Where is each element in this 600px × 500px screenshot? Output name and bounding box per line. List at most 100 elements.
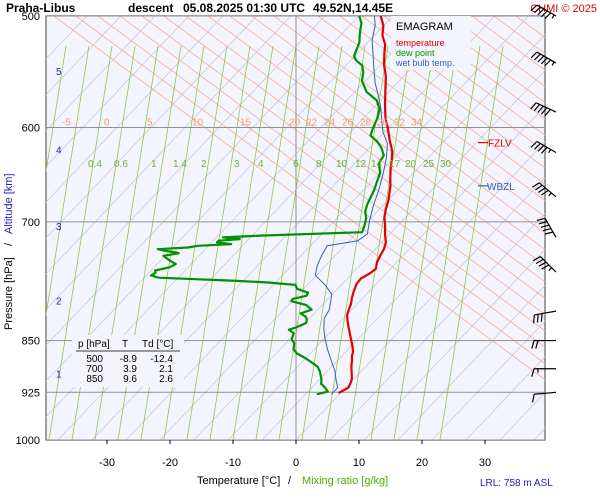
mixing-ratio-line — [232, 45, 297, 440]
table-cell: 9.6 — [123, 374, 137, 385]
wind-barb-half-feather — [551, 14, 555, 19]
wind-barb-feather — [541, 264, 550, 270]
dry-adiabat-line — [339, 16, 545, 169]
wind-barb-feather — [535, 184, 543, 191]
mixing-ratio-label: 1 — [151, 159, 157, 170]
moist-adiabat-line — [295, 177, 545, 440]
moist-adiabat-line — [46, 16, 326, 311]
mixing-ratio-label: 4 — [258, 159, 264, 170]
dry-adiabat-label: 5 — [147, 118, 153, 129]
x-tick-label: -20 — [162, 457, 178, 469]
wind-barb-feather — [540, 313, 543, 322]
moist-adiabat-line — [329, 213, 545, 440]
moist-adiabat-line — [465, 356, 545, 440]
pressure-tick-label: 1000 — [16, 435, 40, 447]
altitude-tick-label: 3 — [56, 222, 62, 233]
temperature-line — [337, 16, 394, 394]
altitude-tick-label: 2 — [56, 296, 62, 307]
moist-adiabat-line — [431, 320, 545, 440]
wind-barb-feather — [537, 8, 545, 16]
pressure-tick-label: 600 — [22, 123, 40, 135]
summary-table: p [hPa] T Td [°C] 500 -8.9 -12.4 700 3.9… — [72, 335, 184, 387]
wbzl-label: WBZL — [487, 182, 515, 193]
wind-barb-feather — [536, 217, 546, 221]
mixing-ratio-label: 10 — [336, 159, 348, 170]
dry-adiabat-line — [53, 16, 545, 381]
x-axis-label-mixing-ratio: Mixing ratio [g/kg] — [302, 475, 388, 487]
wind-barb — [531, 368, 556, 377]
dry-adiabat-line — [295, 16, 545, 201]
wind-barb-feather — [537, 55, 545, 63]
legend-box — [391, 16, 471, 70]
pressure-tick-label: 700 — [22, 217, 40, 229]
wind-barb-feather — [540, 224, 550, 228]
y-axis-title: Pressure [hPa] / Altitude [km] — [3, 173, 15, 330]
moist-adiabat-line — [193, 69, 545, 440]
legend-dewpoint: dew point — [396, 48, 435, 58]
dry-adiabat-line — [427, 16, 545, 104]
table-cell: -12.4 — [150, 354, 173, 365]
wind-barb-feather — [537, 105, 544, 113]
lrl-label: LRL: 758 m ASL — [480, 478, 553, 489]
dewpoint-line — [149, 16, 385, 396]
mixing-ratio-line — [301, 45, 366, 440]
wind-barb-half-feather — [548, 192, 552, 197]
sounding-mode: descent — [128, 1, 173, 15]
mixing-ratio-label: 25 — [423, 159, 435, 170]
moist-adiabat-line — [227, 105, 545, 440]
dry-adiabat-line — [119, 16, 545, 332]
mixing-ratio-line — [46, 45, 67, 174]
wind-barb-feather — [532, 256, 541, 262]
x-axis-label-separator: / — [288, 475, 292, 487]
wind-barb-feather — [544, 59, 552, 67]
dry-adiabat-label: 15 — [240, 118, 252, 129]
table-header-td: Td [°C] — [142, 339, 173, 350]
dry-adiabat-label: 0 — [104, 118, 110, 129]
wind-barb-feather — [538, 187, 546, 194]
table-header-t: T — [122, 339, 128, 350]
dry-adiabat-line — [185, 16, 545, 283]
altitude-tick-label: 1 — [56, 370, 62, 381]
mixing-ratio-line — [278, 45, 343, 440]
wind-barb-feather — [534, 53, 541, 61]
mixing-ratio-label: 6 — [293, 159, 299, 170]
table-cell: 3.9 — [123, 364, 137, 375]
legend-title: EMAGRAM — [396, 21, 453, 33]
legend-temperature: temperature — [396, 38, 445, 48]
moist-adiabat-line — [568, 16, 600, 440]
moist-adiabat-line — [261, 141, 545, 440]
profile-lines — [149, 16, 394, 396]
table-cell: -8.9 — [120, 354, 138, 365]
wind-barb-feather — [531, 340, 535, 349]
wind-barb-feather — [534, 6, 541, 14]
mixing-ratio-line — [255, 45, 320, 440]
pressure-tick-label: 500 — [22, 11, 40, 23]
moist-adiabat-line — [125, 16, 530, 440]
wind-barb-feather — [541, 189, 549, 196]
mixing-ratio-label: 14 — [371, 159, 383, 170]
wind-barb-feather — [531, 182, 540, 188]
wind-barb-feather — [535, 258, 544, 264]
moist-adiabat-line — [46, 16, 190, 167]
dry-adiabat-line — [273, 16, 545, 218]
wetbulb-line — [314, 16, 388, 395]
x-tick-label: 0 — [293, 457, 299, 469]
dry-adiabat-line — [383, 16, 545, 136]
mixing-ratio-label: 0.4 — [88, 159, 102, 170]
wind-barb — [530, 140, 557, 154]
x-tick-label: 10 — [353, 457, 365, 469]
wind-barb — [536, 217, 557, 238]
moist-adiabat-line — [46, 16, 156, 132]
wind-barb-feather — [544, 231, 554, 235]
table-cell: 850 — [86, 374, 103, 385]
mixing-ratio-line — [48, 45, 113, 440]
fzlv-label: FZLV — [488, 139, 512, 150]
wind-barb-feather — [540, 107, 548, 115]
wind-barb-feather — [533, 104, 541, 112]
altitude-tick-label: 5 — [56, 67, 62, 78]
wind-barb-feather — [531, 394, 535, 403]
dry-adiabat-label: -5 — [62, 118, 71, 129]
wind-barb — [530, 102, 557, 117]
moist-adiabat-line — [159, 34, 545, 440]
